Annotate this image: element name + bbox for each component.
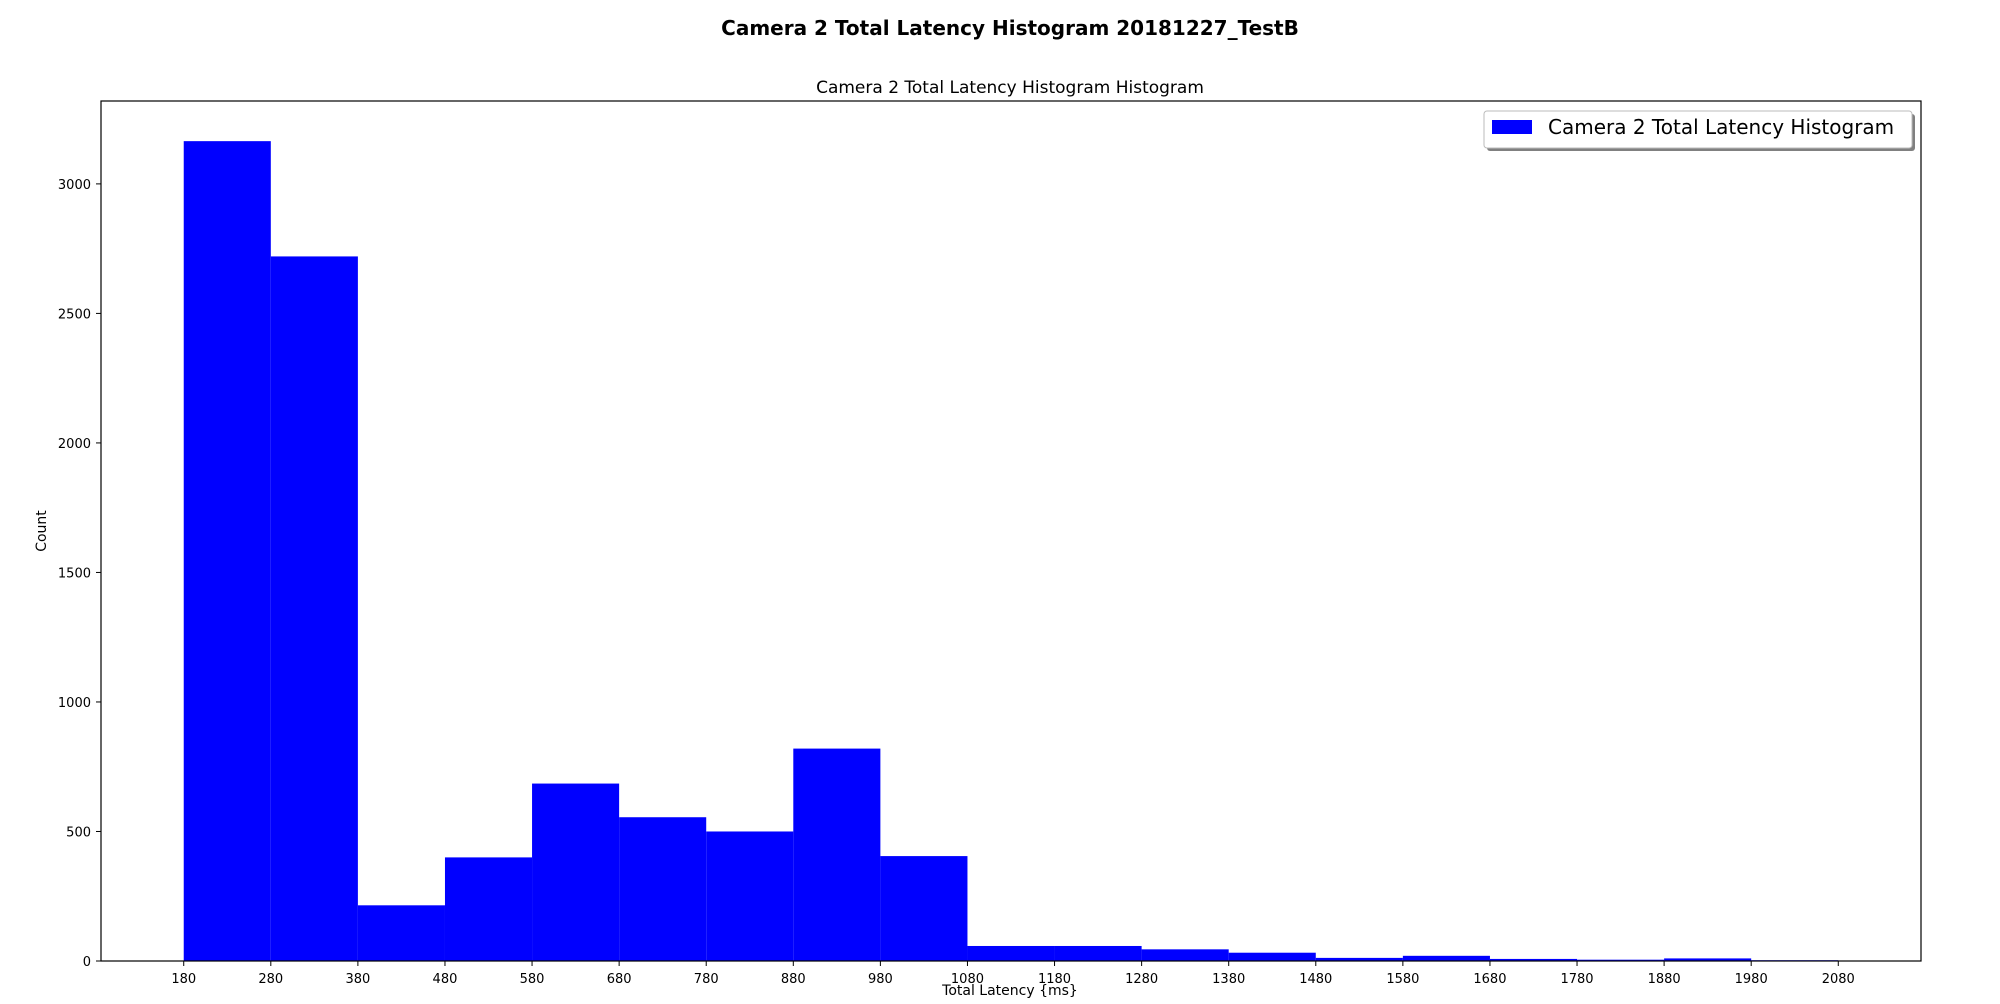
x-tick-label: 280	[258, 972, 283, 987]
legend: Camera 2 Total Latency Histogram	[1483, 110, 1915, 151]
x-tick-label: 1080	[951, 972, 984, 987]
histogram-bar	[967, 945, 1055, 961]
histogram-bar	[1489, 958, 1578, 961]
histogram-bar	[183, 141, 271, 961]
histogram-bar	[880, 856, 968, 961]
y-tick-label: 1000	[58, 696, 91, 711]
histogram-bar	[1054, 945, 1142, 961]
histogram-bar	[357, 905, 445, 961]
y-tick-label: 0	[83, 955, 91, 970]
x-tick-label: 1280	[1125, 972, 1158, 987]
x-tick-label: 180	[171, 972, 196, 987]
x-tick-label: 1680	[1473, 972, 1506, 987]
histogram-bar	[270, 256, 358, 961]
histogram-bar	[1228, 952, 1316, 961]
x-tick-label: 1580	[1386, 972, 1419, 987]
y-tick-label: 500	[66, 825, 91, 840]
chart-title: Camera 2 Total Latency Histogram Histogr…	[816, 78, 1204, 98]
x-tick-label: 1980	[1735, 972, 1768, 987]
x-tick-label: 1480	[1299, 972, 1332, 987]
x-tick-label: 1780	[1560, 972, 1593, 987]
legend-box	[1483, 110, 1913, 149]
figure-suptitle: Camera 2 Total Latency Histogram 2018122…	[721, 16, 1299, 40]
x-tick-label: 880	[781, 972, 806, 987]
legend-swatch	[1492, 120, 1532, 134]
x-tick-label: 580	[520, 972, 545, 987]
legend-label: Camera 2 Total Latency Histogram	[1548, 115, 1894, 139]
y-axis-ticks: 0 500 1000 1500 2000 2500 3000	[58, 178, 101, 970]
x-tick-label: 480	[433, 972, 458, 987]
y-tick-label: 2000	[58, 437, 91, 452]
plot-frame	[100, 100, 1922, 962]
histogram-bar	[1664, 958, 1752, 961]
x-tick-label: 780	[694, 972, 719, 987]
x-tick-label: 680	[607, 972, 632, 987]
x-tick-label: 2080	[1822, 972, 1855, 987]
y-tick-label: 3000	[58, 178, 91, 193]
y-axis-label: Count	[34, 510, 50, 552]
x-tick-label: 980	[868, 972, 893, 987]
x-axis-ticks: 180 280 380 480 580 680 780 880 980 1080 1180 1280 1…	[171, 961, 1855, 987]
histogram-bars	[183, 141, 1839, 961]
histogram-bar	[1577, 959, 1665, 961]
y-tick-label: 2500	[58, 307, 91, 322]
y-tick-label: 1500	[58, 566, 91, 581]
histogram-bar	[793, 748, 881, 961]
x-tick-label: 1880	[1648, 972, 1681, 987]
histogram-bar	[1141, 949, 1229, 961]
histogram-bar	[532, 783, 620, 961]
x-axis-label: Total Latency {ms}	[941, 983, 1078, 999]
histogram-bar	[706, 831, 794, 961]
x-tick-label: 1180	[1038, 972, 1071, 987]
histogram-bar	[444, 857, 533, 961]
histogram-bar	[1315, 957, 1403, 961]
x-tick-label: 380	[345, 972, 370, 987]
x-tick-label: 1380	[1212, 972, 1245, 987]
histogram-bar	[1402, 955, 1490, 961]
histogram-bar	[619, 817, 707, 961]
